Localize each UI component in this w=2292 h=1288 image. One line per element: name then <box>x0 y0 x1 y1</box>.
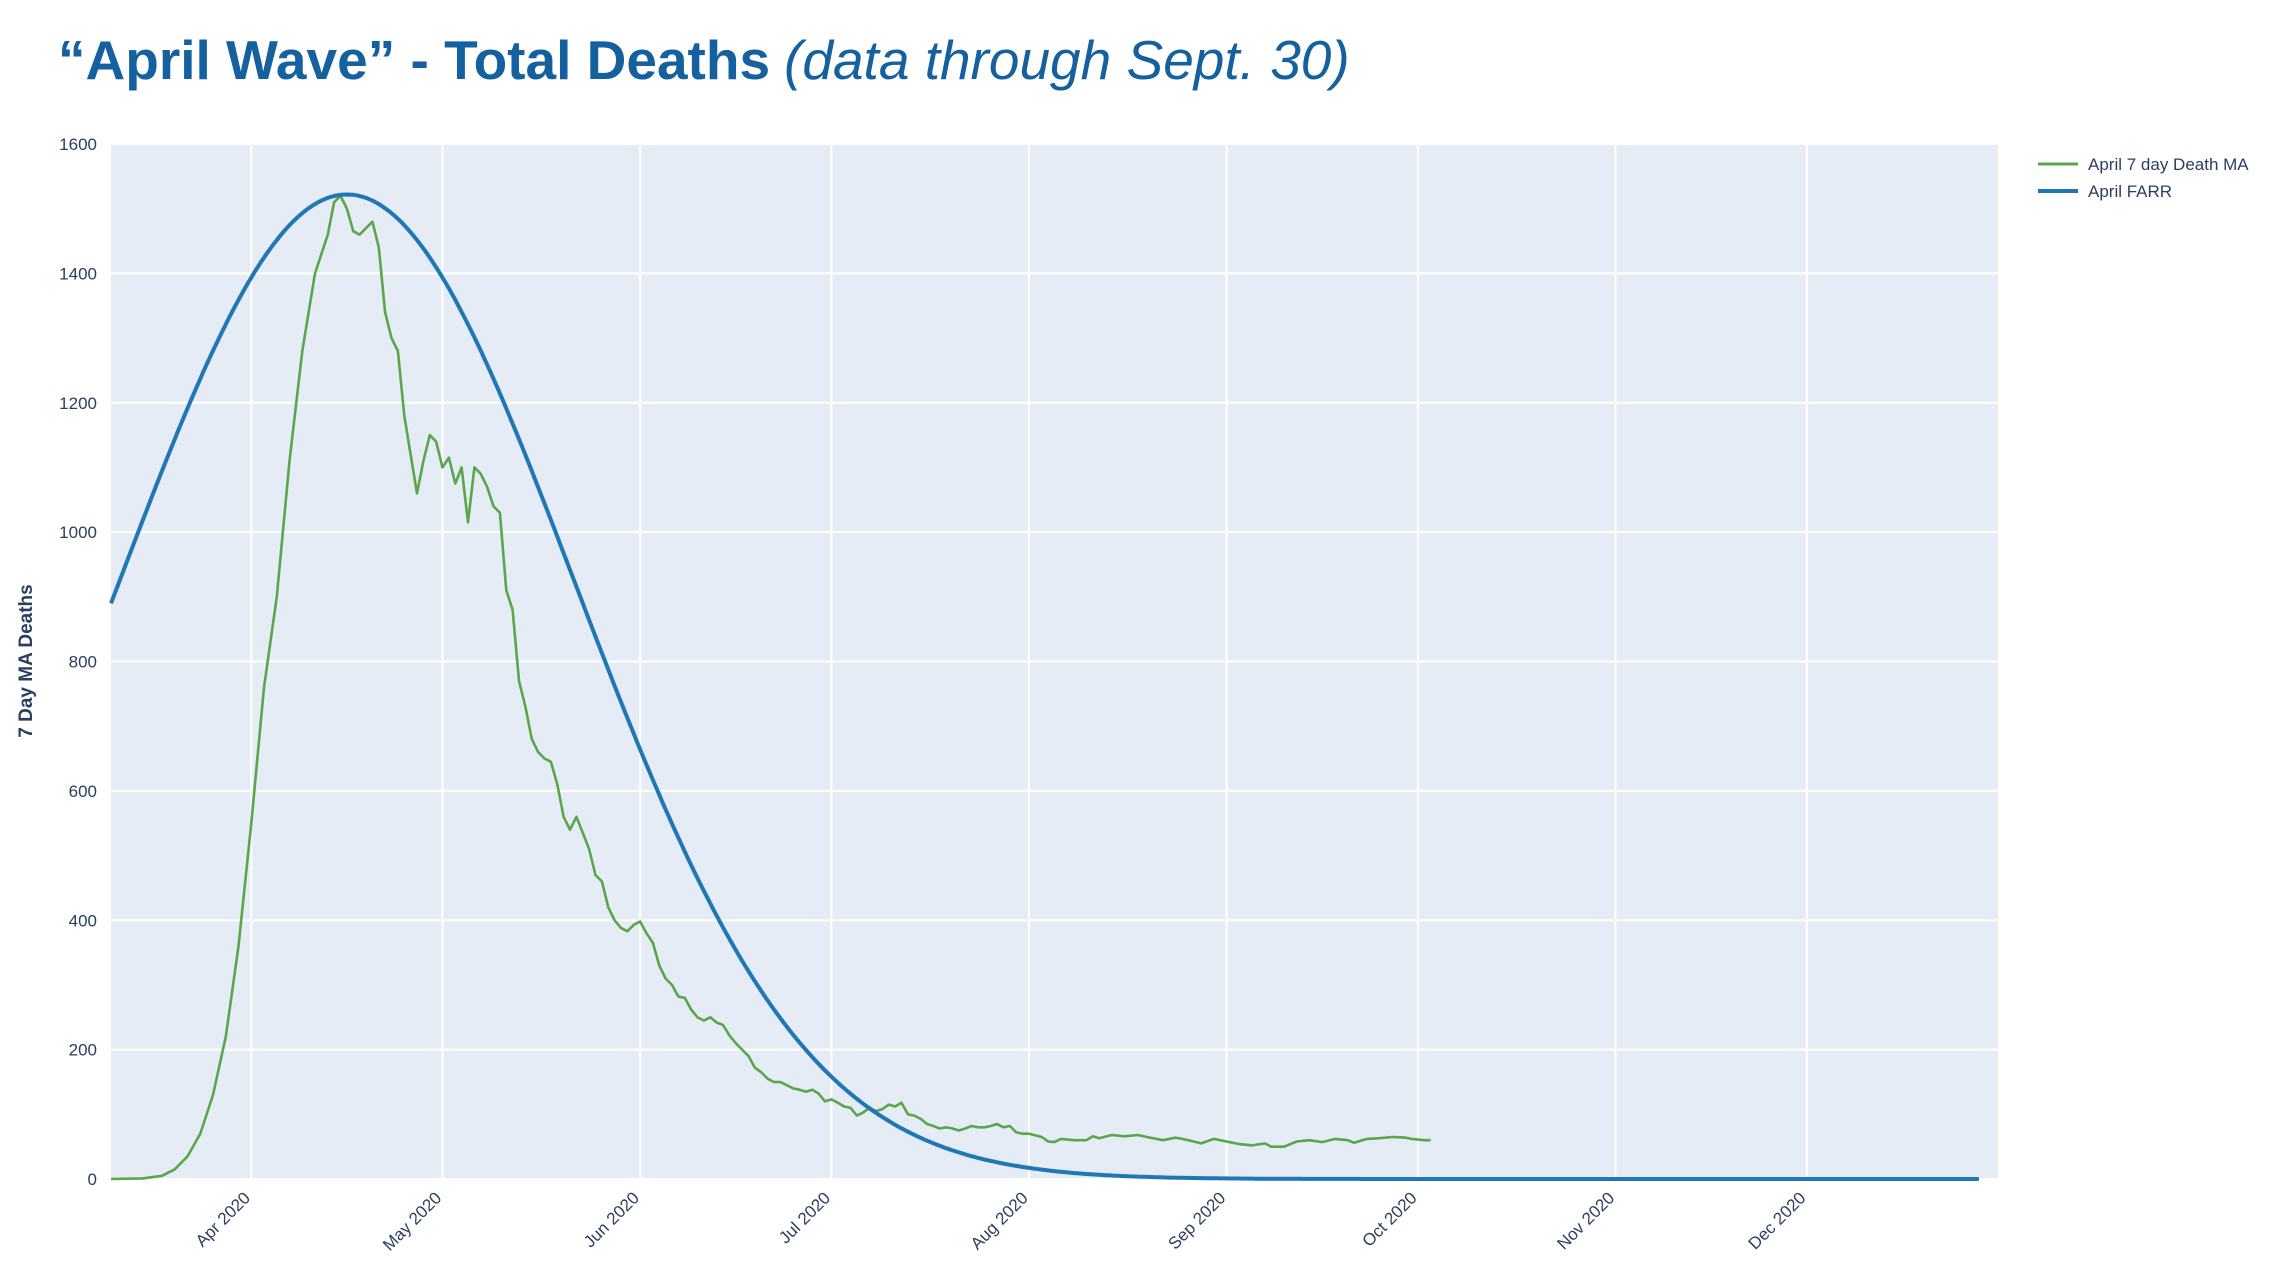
x-tick-label: Jul 2020 <box>775 1188 834 1247</box>
y-axis-title: 7 Day MA Deaths <box>16 584 37 737</box>
y-tick-label: 400 <box>69 911 97 930</box>
legend-label: April 7 day Death MA <box>2088 155 2249 174</box>
legend-item-2[interactable]: April FARR <box>2038 182 2172 201</box>
y-tick-label: 0 <box>88 1170 97 1189</box>
legend-label: April FARR <box>2088 182 2172 201</box>
y-tick-label: 200 <box>69 1041 97 1060</box>
x-tick-label: Apr 2020 <box>192 1188 254 1250</box>
y-tick-label: 800 <box>69 653 97 672</box>
y-tick-label: 1400 <box>59 264 97 283</box>
y-tick-label: 1000 <box>59 523 97 542</box>
y-tick-label: 1200 <box>59 394 97 413</box>
x-gridlines <box>250 144 1808 1179</box>
legend[interactable]: April 7 day Death MA April FARR <box>2038 155 2249 201</box>
x-tick-label: Nov 2020 <box>1553 1188 1618 1253</box>
x-tick-label: Jun 2020 <box>580 1188 643 1251</box>
chart-title-subtitle: (data through Sept. 30) <box>784 29 1350 91</box>
y-gridlines <box>111 143 1998 1180</box>
y-tick-labels: 0 200 400 600 800 1000 1200 1400 1600 <box>59 135 97 1189</box>
legend-item-1[interactable]: April 7 day Death MA <box>2038 155 2249 174</box>
x-tick-label: Oct 2020 <box>1358 1188 1420 1250</box>
y-tick-label: 600 <box>69 782 97 801</box>
series-line-1 <box>110 194 1431 1181</box>
x-tick-label: Dec 2020 <box>1745 1188 1810 1253</box>
chart-title: “April Wave” - Total Deaths (data through… <box>58 28 1350 92</box>
series-lines <box>109 192 1979 1181</box>
x-tick-label: Sep 2020 <box>1165 1188 1230 1253</box>
series-line-2 <box>109 192 1979 1181</box>
x-tick-labels: Apr 2020 May 2020 Jun 2020 Jul 2020 Aug 2020… <box>192 1188 1810 1254</box>
y-tick-label: 1600 <box>59 135 97 154</box>
x-tick-label: Aug 2020 <box>967 1188 1032 1253</box>
x-tick-label: May 2020 <box>379 1188 445 1254</box>
chart-title-main: “April Wave” - Total Deaths <box>58 29 771 91</box>
